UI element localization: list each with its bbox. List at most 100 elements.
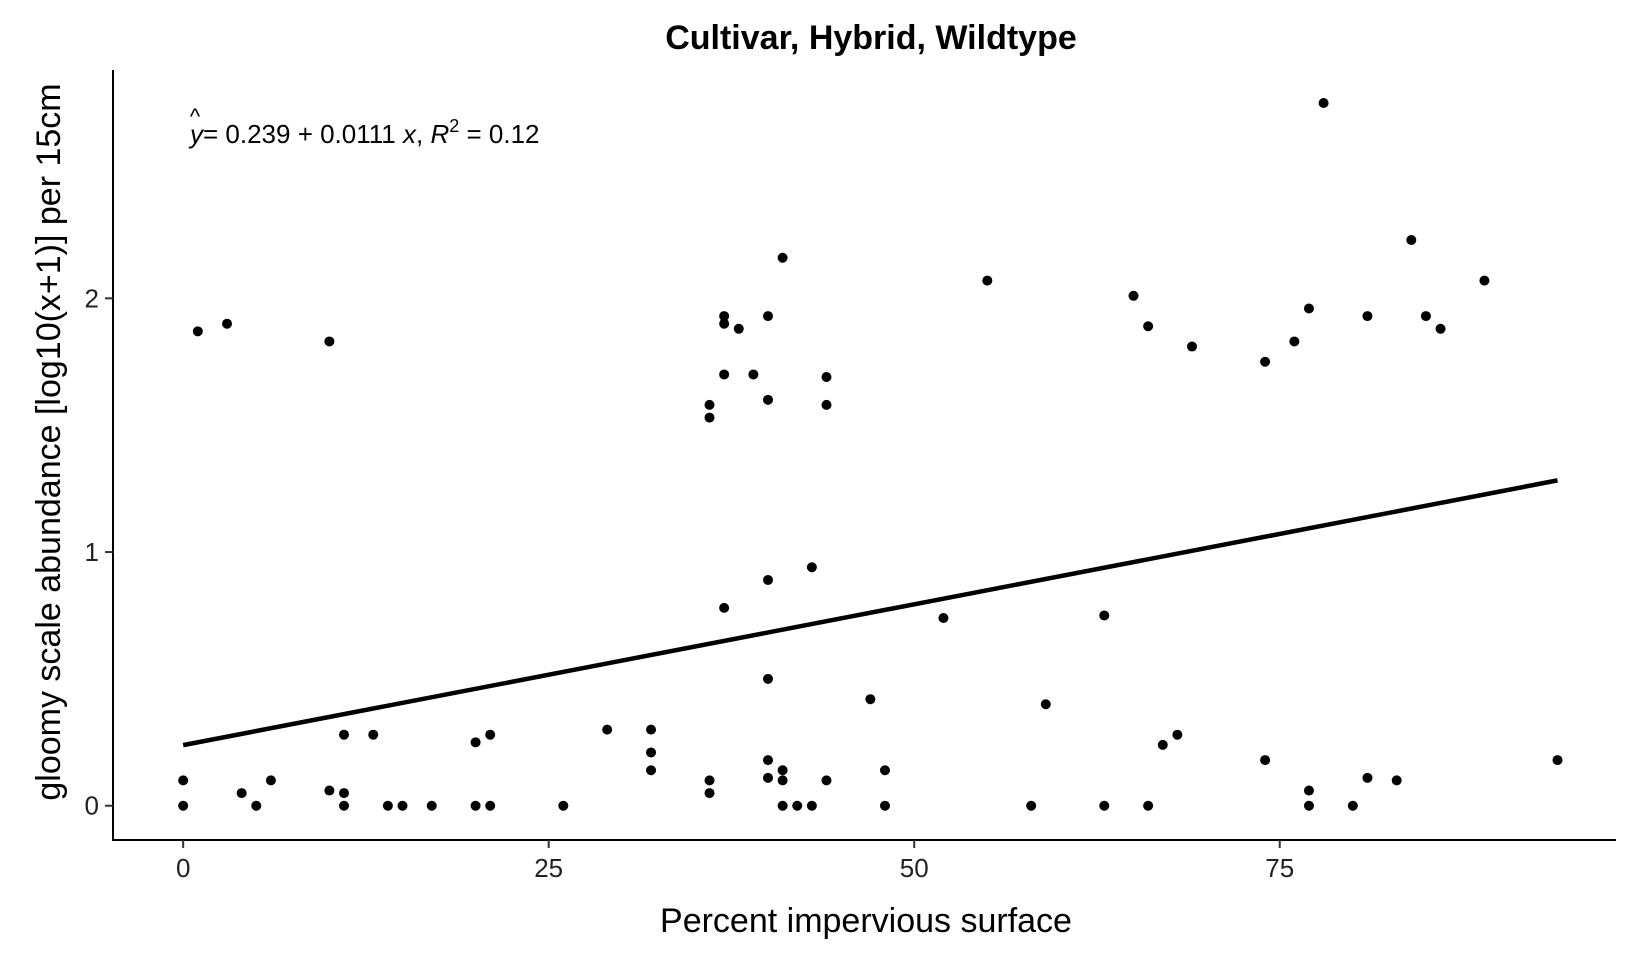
- data-point: [704, 399, 715, 410]
- data-point: [704, 412, 715, 423]
- y-axis-label: gloomy scale abundance [log10(x+1)] per …: [30, 83, 68, 800]
- equation-text: = 0.239 + 0.0111: [203, 119, 403, 149]
- equation-comma: ,: [416, 119, 430, 149]
- data-point: [368, 729, 379, 740]
- data-point: [339, 800, 350, 811]
- data-point: [192, 326, 203, 337]
- y-tick-label: 0: [85, 791, 99, 821]
- data-point: [821, 399, 832, 410]
- data-point: [1040, 699, 1051, 710]
- data-point: [865, 694, 876, 705]
- data-point: [178, 775, 189, 786]
- data-point: [719, 369, 730, 380]
- data-point: [1391, 775, 1402, 786]
- data-point: [763, 755, 774, 766]
- data-point: [1157, 739, 1168, 750]
- data-point: [470, 800, 481, 811]
- data-point: [763, 673, 774, 684]
- x-tick-label: 0: [176, 853, 190, 883]
- data-point: [982, 275, 993, 286]
- data-point: [763, 772, 774, 783]
- data-point: [339, 729, 350, 740]
- data-point: [777, 252, 788, 263]
- data-point: [397, 800, 408, 811]
- data-point: [1099, 800, 1110, 811]
- equation-hat-mark: ^: [190, 104, 201, 129]
- chart-title: Cultivar, Hybrid, Wildtype: [665, 19, 1077, 57]
- data-point: [1026, 800, 1037, 811]
- data-point: [1318, 97, 1329, 108]
- data-point: [719, 311, 730, 322]
- axis-ticks: 0 25 50 75 0 1 2: [85, 283, 1295, 883]
- data-point: [821, 775, 832, 786]
- data-point: [558, 800, 569, 811]
- data-point: [1347, 800, 1358, 811]
- x-tick-label: 25: [534, 853, 563, 883]
- data-point: [251, 800, 262, 811]
- data-point: [938, 613, 949, 624]
- data-point: [806, 800, 817, 811]
- regression-layer: [182, 478, 1558, 748]
- data-point: [748, 369, 759, 380]
- data-point: [324, 336, 335, 347]
- data-point: [1128, 290, 1139, 301]
- data-point: [1303, 303, 1314, 314]
- data-point: [646, 747, 657, 758]
- data-point: [763, 394, 774, 405]
- data-point: [339, 788, 350, 799]
- equation-r-value: = 0.12: [459, 119, 539, 149]
- data-point: [382, 800, 393, 811]
- data-point: [879, 800, 890, 811]
- data-point: [806, 562, 817, 573]
- data-point: [485, 800, 496, 811]
- equation-r: R: [430, 119, 449, 149]
- data-point: [763, 311, 774, 322]
- data-point: [777, 800, 788, 811]
- data-point: [777, 765, 788, 776]
- data-point: [222, 318, 233, 329]
- data-point: [821, 371, 832, 382]
- data-point: [777, 775, 788, 786]
- data-point: [1143, 800, 1154, 811]
- data-point: [1435, 323, 1446, 334]
- equation-label: y= 0.239 + 0.0111 x, R2 = 0.12: [188, 116, 539, 149]
- x-axis-label: Percent impervious surface: [660, 902, 1072, 940]
- equation-yhat: y: [188, 119, 205, 149]
- equation-r-exponent: 2: [449, 116, 459, 136]
- data-point: [733, 323, 744, 334]
- axes: [112, 70, 1616, 841]
- data-point: [178, 800, 189, 811]
- data-point: [470, 737, 481, 748]
- data-point: [1260, 356, 1271, 367]
- data-point: [1260, 755, 1271, 766]
- data-point: [719, 602, 730, 613]
- data-point: [704, 775, 715, 786]
- data-point: [426, 800, 437, 811]
- data-point: [1143, 321, 1154, 332]
- data-point: [763, 574, 774, 585]
- data-points: [178, 97, 1563, 811]
- equation-x: x: [401, 119, 417, 149]
- data-point: [719, 318, 730, 329]
- data-point: [1362, 311, 1373, 322]
- data-point: [1099, 610, 1110, 621]
- data-point: [485, 729, 496, 740]
- data-point: [602, 724, 613, 735]
- x-tick-label: 50: [900, 853, 929, 883]
- data-point: [1362, 772, 1373, 783]
- data-point: [1303, 800, 1314, 811]
- data-point: [236, 788, 247, 799]
- data-point: [646, 724, 657, 735]
- data-point: [792, 800, 803, 811]
- data-point: [1289, 336, 1300, 347]
- data-point: [1420, 311, 1431, 322]
- data-point: [646, 765, 657, 776]
- data-point: [265, 775, 276, 786]
- data-point: [1552, 755, 1563, 766]
- data-point: [324, 785, 335, 796]
- y-tick-label: 2: [85, 283, 99, 313]
- data-point: [1172, 729, 1183, 740]
- data-point: [1303, 785, 1314, 796]
- data-point: [1187, 341, 1198, 352]
